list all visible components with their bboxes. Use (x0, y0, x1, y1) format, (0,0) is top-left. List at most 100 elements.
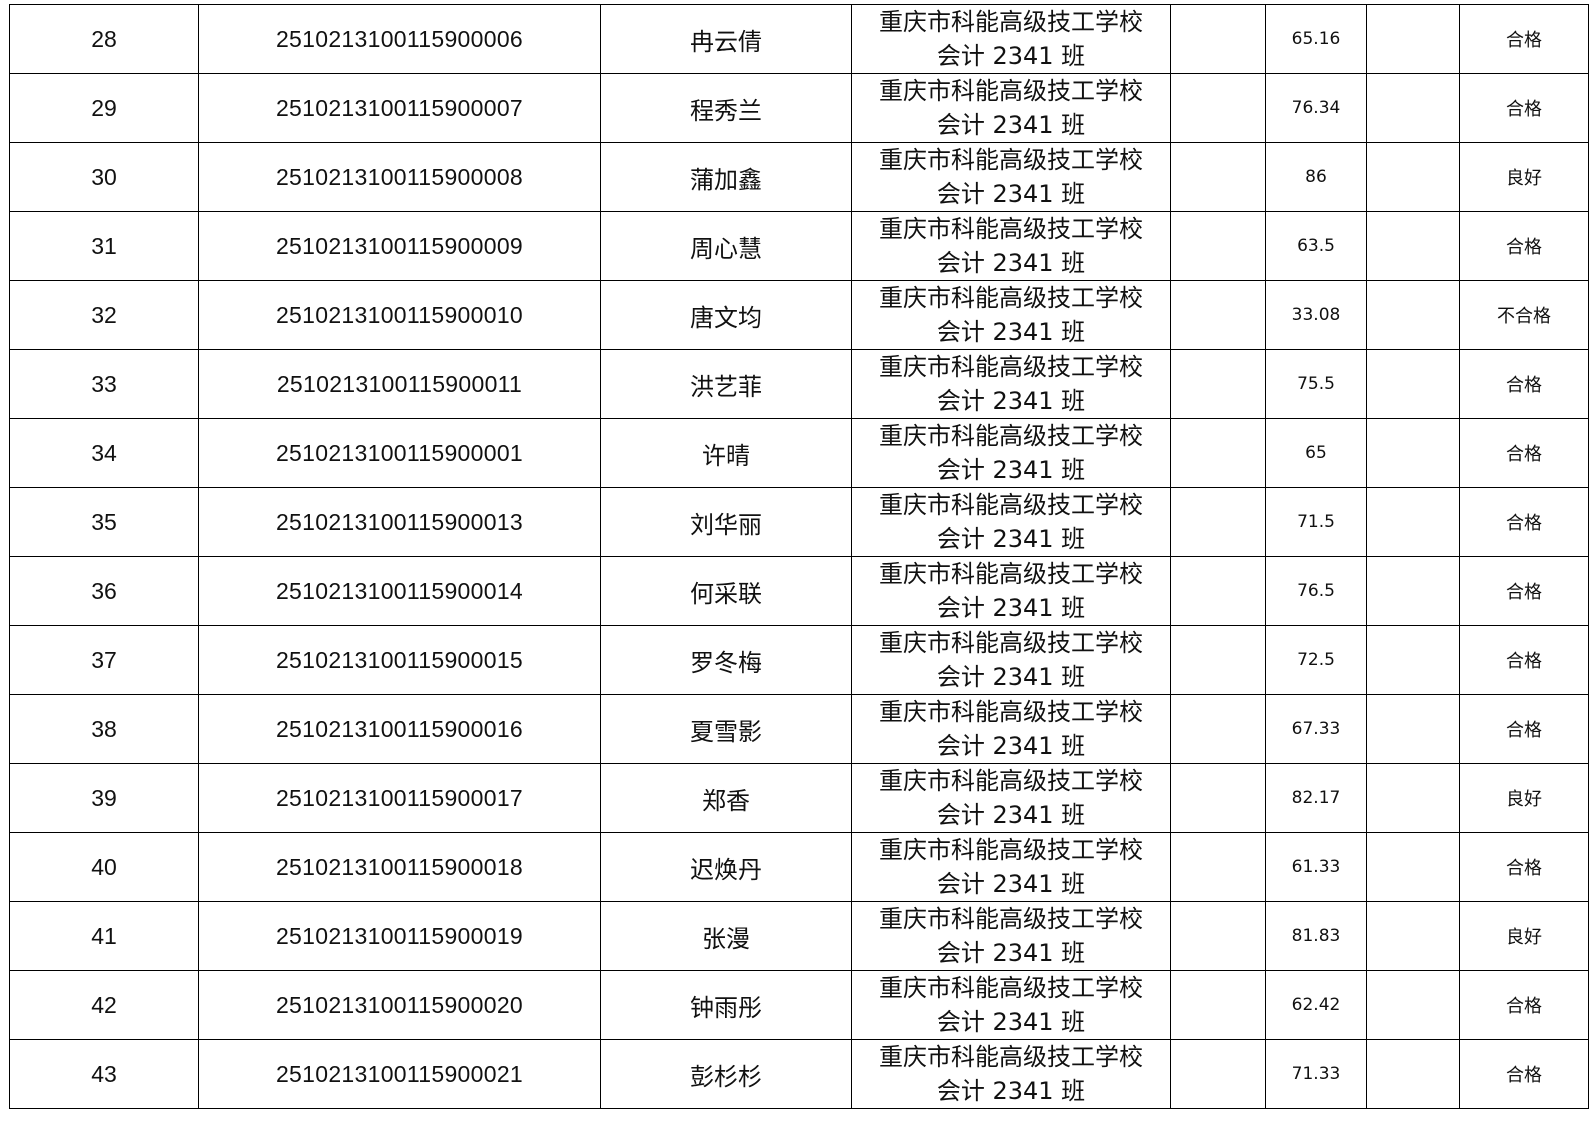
class-name: 会计 2341 班 (936, 663, 1086, 691)
row-number: 28 (9, 4, 199, 74)
empty-cell (1170, 763, 1266, 833)
score: 61.33 (1265, 832, 1367, 902)
table-row: 35 2510213100115900013 刘华丽 重庆市科能高级技工学校 会计 23… (9, 487, 1589, 557)
candidate-id: 2510213100115900007 (198, 73, 601, 143)
candidate-id: 2510213100115900014 (198, 556, 601, 626)
school-name: 重庆市科能高级技工学校 (879, 284, 1143, 312)
empty-cell (1170, 970, 1266, 1040)
class-name: 会计 2341 班 (936, 594, 1086, 622)
empty-cell (1366, 418, 1460, 488)
row-number: 35 (9, 487, 199, 557)
school-class: 重庆市科能高级技工学校 会计 2341 班 (851, 556, 1171, 626)
row-number: 36 (9, 556, 199, 626)
table-row: 42 2510213100115900020 钟雨彤 重庆市科能高级技工学校 会计 23… (9, 970, 1589, 1040)
empty-cell (1366, 556, 1460, 626)
score: 76.34 (1265, 73, 1367, 143)
empty-cell (1366, 211, 1460, 281)
class-name: 会计 2341 班 (936, 249, 1086, 277)
school-class: 重庆市科能高级技工学校 会计 2341 班 (851, 73, 1171, 143)
school-class: 重庆市科能高级技工学校 会计 2341 班 (851, 349, 1171, 419)
school-class: 重庆市科能高级技工学校 会计 2341 班 (851, 763, 1171, 833)
empty-cell (1170, 280, 1266, 350)
candidate-id: 2510213100115900019 (198, 901, 601, 971)
empty-cell (1366, 142, 1460, 212)
row-number: 39 (9, 763, 199, 833)
grade: 合格 (1459, 4, 1589, 74)
school-name: 重庆市科能高级技工学校 (879, 491, 1143, 519)
score: 86 (1265, 142, 1367, 212)
class-name: 会计 2341 班 (936, 801, 1086, 829)
school-name: 重庆市科能高级技工学校 (879, 629, 1143, 657)
empty-cell (1366, 763, 1460, 833)
table-row: 37 2510213100115900015 罗冬梅 重庆市科能高级技工学校 会计 23… (9, 625, 1589, 695)
class-name: 会计 2341 班 (936, 1008, 1086, 1036)
score: 76.5 (1265, 556, 1367, 626)
empty-cell (1170, 4, 1266, 74)
row-number: 42 (9, 970, 199, 1040)
row-number: 30 (9, 142, 199, 212)
class-name: 会计 2341 班 (936, 318, 1086, 346)
table-row: 36 2510213100115900014 何采联 重庆市科能高级技工学校 会计 23… (9, 556, 1589, 626)
candidate-id: 2510213100115900021 (198, 1039, 601, 1109)
row-number: 33 (9, 349, 199, 419)
school-name: 重庆市科能高级技工学校 (879, 974, 1143, 1002)
empty-cell (1170, 1039, 1266, 1109)
grade: 良好 (1459, 901, 1589, 971)
candidate-id: 2510213100115900013 (198, 487, 601, 557)
school-class: 重庆市科能高级技工学校 会计 2341 班 (851, 142, 1171, 212)
empty-cell (1366, 487, 1460, 557)
score: 81.83 (1265, 901, 1367, 971)
row-number: 34 (9, 418, 199, 488)
table-row: 28 2510213100115900006 冉云倩 重庆市科能高级技工学校 会计 23… (9, 4, 1589, 74)
school-class: 重庆市科能高级技工学校 会计 2341 班 (851, 280, 1171, 350)
empty-cell (1366, 349, 1460, 419)
candidate-id: 2510213100115900011 (198, 349, 601, 419)
student-name: 张漫 (600, 901, 852, 971)
candidate-id: 2510213100115900017 (198, 763, 601, 833)
school-name: 重庆市科能高级技工学校 (879, 767, 1143, 795)
student-name: 彭杉杉 (600, 1039, 852, 1109)
student-name: 迟焕丹 (600, 832, 852, 902)
school-class: 重庆市科能高级技工学校 会计 2341 班 (851, 832, 1171, 902)
row-number: 37 (9, 625, 199, 695)
class-name: 会计 2341 班 (936, 732, 1086, 760)
school-name: 重庆市科能高级技工学校 (879, 905, 1143, 933)
row-number: 41 (9, 901, 199, 971)
empty-cell (1170, 694, 1266, 764)
score: 65.16 (1265, 4, 1367, 74)
student-name: 郑香 (600, 763, 852, 833)
candidate-id: 2510213100115900015 (198, 625, 601, 695)
table-row: 32 2510213100115900010 唐文均 重庆市科能高级技工学校 会计 23… (9, 280, 1589, 350)
empty-cell (1170, 142, 1266, 212)
empty-cell (1366, 73, 1460, 143)
school-name: 重庆市科能高级技工学校 (879, 215, 1143, 243)
grade: 良好 (1459, 763, 1589, 833)
table-row: 34 2510213100115900001 许晴 重庆市科能高级技工学校 会计 234… (9, 418, 1589, 488)
table-row: 38 2510213100115900016 夏雪影 重庆市科能高级技工学校 会计 23… (9, 694, 1589, 764)
school-class: 重庆市科能高级技工学校 会计 2341 班 (851, 901, 1171, 971)
school-name: 重庆市科能高级技工学校 (879, 836, 1143, 864)
school-name: 重庆市科能高级技工学校 (879, 1043, 1143, 1071)
student-name: 许晴 (600, 418, 852, 488)
school-class: 重庆市科能高级技工学校 会计 2341 班 (851, 625, 1171, 695)
candidate-id: 2510213100115900016 (198, 694, 601, 764)
score: 65 (1265, 418, 1367, 488)
class-name: 会计 2341 班 (936, 42, 1086, 70)
grade: 合格 (1459, 832, 1589, 902)
school-name: 重庆市科能高级技工学校 (879, 698, 1143, 726)
grade: 合格 (1459, 970, 1589, 1040)
class-name: 会计 2341 班 (936, 939, 1086, 967)
row-number: 32 (9, 280, 199, 350)
empty-cell (1170, 901, 1266, 971)
candidate-id: 2510213100115900018 (198, 832, 601, 902)
grade: 合格 (1459, 556, 1589, 626)
empty-cell (1170, 556, 1266, 626)
empty-cell (1170, 349, 1266, 419)
row-number: 38 (9, 694, 199, 764)
table-row: 31 2510213100115900009 周心慧 重庆市科能高级技工学校 会计 23… (9, 211, 1589, 281)
class-name: 会计 2341 班 (936, 387, 1086, 415)
grade: 合格 (1459, 487, 1589, 557)
class-name: 会计 2341 班 (936, 111, 1086, 139)
school-name: 重庆市科能高级技工学校 (879, 422, 1143, 450)
school-class: 重庆市科能高级技工学校 会计 2341 班 (851, 694, 1171, 764)
